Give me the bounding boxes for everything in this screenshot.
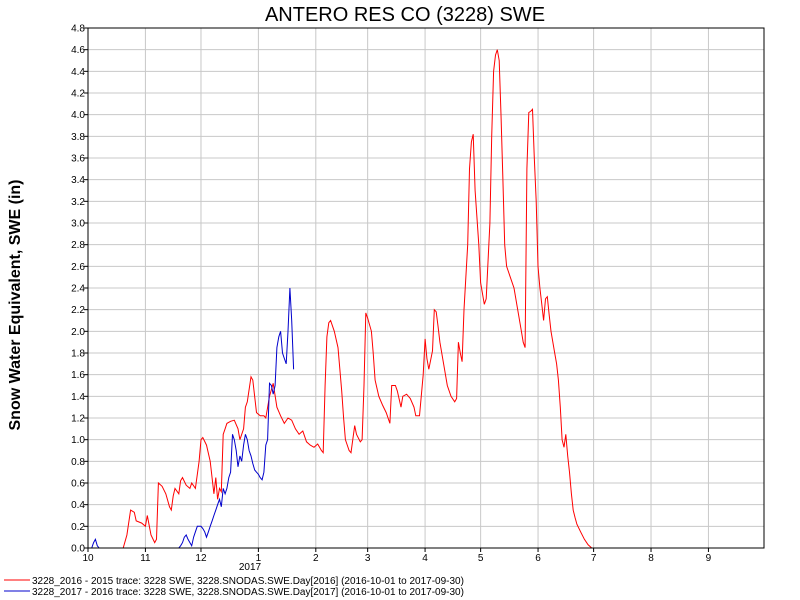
y-tick-label: 1.0 (71, 435, 85, 446)
y-tick-label: 4.4 (71, 67, 85, 78)
legend-label-2: 3228_2017 - 2016 trace: 3228 SWE, 3228.S… (32, 587, 464, 598)
y-tick-label: 4.2 (71, 89, 85, 100)
y-tick-label: 3.4 (71, 175, 85, 186)
x-tick-label: 2 (313, 553, 319, 564)
legend-label-1: 3228_2016 - 2015 trace: 3228 SWE, 3228.S… (32, 576, 464, 587)
x-tick-label: 6 (535, 553, 541, 564)
x-axis-ticks: 10 11 12 1 2 3 4 5 6 7 8 9 (82, 548, 712, 564)
y-tick-label: 2.4 (71, 284, 85, 295)
x-tick-label: 7 (591, 553, 597, 564)
x-tick-label: 4 (422, 553, 428, 564)
y-axis-ticks: 0.0 0.2 0.4 0.6 0.8 1.0 1.2 1.4 1.6 1.8 2.0 2.2 2.4 2… (71, 24, 88, 555)
x-tick-label: 11 (140, 553, 151, 564)
series-line-2 (88, 287, 295, 549)
x-tick-label: 8 (648, 553, 654, 564)
y-tick-label: 3.8 (71, 132, 85, 143)
y-tick-label: 1.8 (71, 349, 85, 360)
y-tick-label: 1.2 (71, 414, 85, 425)
y-tick-label: 0.4 (71, 500, 85, 511)
x-tick-label: 3 (365, 553, 371, 564)
y-axis-label: Snow Water Equivalent, SWE (in) (7, 180, 24, 431)
y-tick-label: 3.0 (71, 219, 85, 230)
x-tick-label: 5 (478, 553, 484, 564)
y-tick-label: 2.2 (71, 305, 85, 316)
x-tick-label: 1 (256, 553, 262, 564)
plot-frame (87, 27, 765, 549)
y-tick-label: 1.4 (71, 392, 85, 403)
y-tick-label: 2.0 (71, 327, 85, 338)
y-tick-label: 4.6 (71, 45, 85, 56)
series-line-1 (88, 49, 763, 549)
x-year-label: 2017 (239, 562, 262, 573)
y-tick-label: 1.6 (71, 370, 85, 381)
y-tick-label: 3.6 (71, 154, 85, 165)
y-tick-label: 2.8 (71, 240, 85, 251)
y-tick-label: 2.6 (71, 262, 85, 273)
y-tick-label: 3.2 (71, 197, 85, 208)
x-tick-label: 10 (82, 553, 94, 564)
x-tick-label: 9 (706, 553, 712, 564)
y-tick-label: 0.6 (71, 479, 85, 490)
series-lines (88, 49, 763, 549)
y-tick-label: 4.8 (71, 24, 85, 35)
y-tick-label: 0.0 (71, 544, 85, 555)
y-tick-label: 0.2 (71, 522, 85, 533)
grid-lines (88, 27, 764, 549)
y-tick-label: 0.8 (71, 457, 85, 468)
chart-title: ANTERO RES CO (3228) SWE (265, 4, 545, 26)
y-tick-label: 4.0 (71, 110, 85, 121)
legend: 3228_2016 - 2015 trace: 3228 SWE, 3228.S… (4, 576, 464, 598)
x-tick-label: 12 (195, 553, 207, 564)
